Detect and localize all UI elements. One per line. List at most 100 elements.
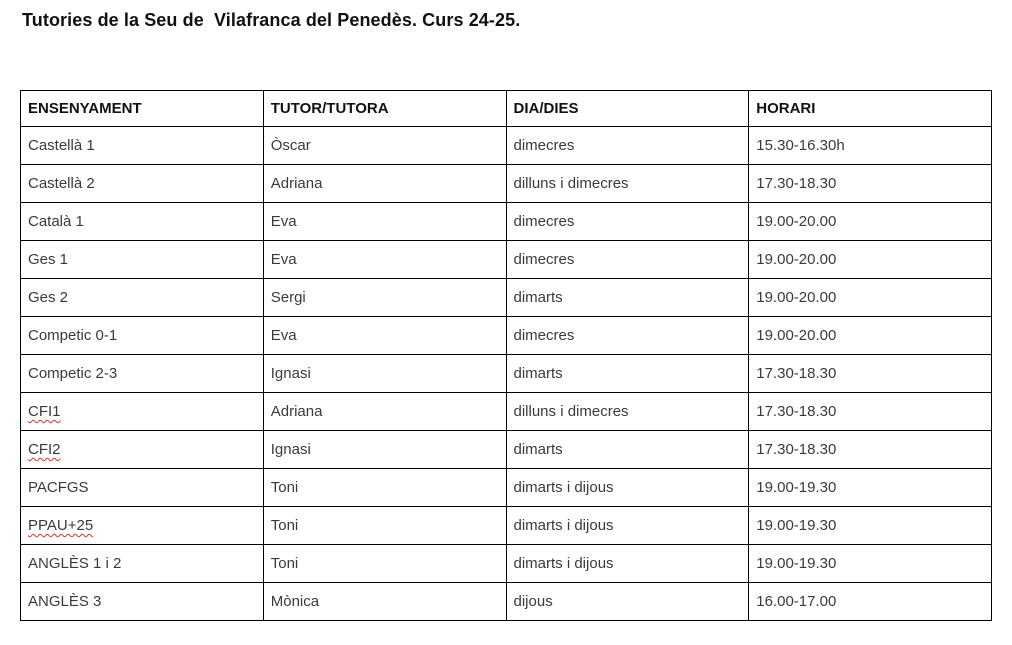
cell-tutor[interactable]: Eva xyxy=(262,316,507,355)
cell-dies[interactable]: dimecres xyxy=(505,126,750,165)
cell-horari[interactable]: 19.00-20.00 xyxy=(748,316,992,355)
cell-horari[interactable]: 19.00-20.00 xyxy=(748,278,992,317)
dies-value: dimarts xyxy=(513,365,563,382)
cell-tutor[interactable]: Eva xyxy=(262,240,507,279)
dies-value: dilluns i dimecres xyxy=(513,403,629,420)
cell-tutor[interactable]: Ignasi xyxy=(262,430,507,469)
tutor-value: Adriana xyxy=(270,403,323,420)
dies-value: dimarts xyxy=(513,441,563,458)
cell-horari[interactable]: 17.30-18.30 xyxy=(748,392,992,431)
horari-value: 16.00-17.00 xyxy=(756,593,837,610)
horari-value: 19.00-20.00 xyxy=(756,327,837,344)
cell-tutor[interactable]: Eva xyxy=(262,202,507,241)
cell-horari[interactable]: 19.00-19.30 xyxy=(748,468,992,507)
tutor-value: Ignasi xyxy=(270,441,311,458)
cell-tutor[interactable]: Adriana xyxy=(262,164,507,203)
dies-value: dimecres xyxy=(513,213,575,230)
cell-ensenyament[interactable]: Competic 2-3 xyxy=(20,354,264,393)
table-row: Competic 0-1 Eva dimecres 19.00-20.00 xyxy=(20,316,992,355)
cell-tutor[interactable]: Adriana xyxy=(262,392,507,431)
cell-dies[interactable]: dilluns i dimecres xyxy=(505,164,750,203)
column-header-tutor: TUTOR/TUTORA xyxy=(262,90,507,127)
tutor-value: Ignasi xyxy=(270,365,311,382)
cell-ensenyament[interactable]: PACFGS xyxy=(20,468,264,507)
cell-tutor[interactable]: Sergi xyxy=(262,278,507,317)
cell-dies[interactable]: dimarts xyxy=(505,430,750,469)
cell-ensenyament[interactable]: Castellà 1 xyxy=(20,126,264,165)
cell-ensenyament[interactable]: Català 1 xyxy=(20,202,264,241)
cell-horari[interactable]: 16.00-17.00 xyxy=(748,582,992,621)
ensenyament-value: CFI2 xyxy=(28,441,61,458)
dies-value: dimecres xyxy=(513,327,575,344)
cell-dies[interactable]: dimarts i dijous xyxy=(505,506,750,545)
cell-tutor[interactable]: Òscar xyxy=(262,126,507,165)
cell-ensenyament[interactable]: Ges 2 xyxy=(20,278,264,317)
ensenyament-value: Competic 0-1 xyxy=(28,327,118,344)
cell-horari[interactable]: 19.00-20.00 xyxy=(748,202,992,241)
cell-tutor[interactable]: Mònica xyxy=(262,582,507,621)
dies-value: dilluns i dimecres xyxy=(513,175,629,192)
dies-value: dimecres xyxy=(513,137,575,154)
table-body: Castellà 1 Òscar dimecres 15.30-16.30h C… xyxy=(20,126,992,621)
cell-dies[interactable]: dimarts i dijous xyxy=(505,468,750,507)
cell-dies[interactable]: dimarts i dijous xyxy=(505,544,750,583)
cell-tutor[interactable]: Toni xyxy=(262,468,507,507)
cell-horari[interactable]: 17.30-18.30 xyxy=(748,164,992,203)
cell-dies[interactable]: dimarts xyxy=(505,354,750,393)
column-header-horari: HORARI xyxy=(748,90,992,127)
table-row: Ges 2 Sergi dimarts 19.00-20.00 xyxy=(20,278,992,317)
cell-dies[interactable]: dimarts xyxy=(505,278,750,317)
cell-horari[interactable]: 15.30-16.30h xyxy=(748,126,992,165)
cell-horari[interactable]: 19.00-19.30 xyxy=(748,506,992,545)
ensenyament-value: PACFGS xyxy=(28,479,89,496)
dies-value: dimarts i dijous xyxy=(513,555,614,572)
table-row: Castellà 2 Adriana dilluns i dimecres 17… xyxy=(20,164,992,203)
cell-ensenyament[interactable]: Ges 1 xyxy=(20,240,264,279)
table-row: Ges 1 Eva dimecres 19.00-20.00 xyxy=(20,240,992,279)
column-header-dies: DIA/DIES xyxy=(505,90,750,127)
dies-value: dijous xyxy=(513,593,553,610)
cell-ensenyament[interactable]: ANGLÈS 1 i 2 xyxy=(20,544,264,583)
cell-ensenyament[interactable]: Castellà 2 xyxy=(20,164,264,203)
cell-ensenyament[interactable]: PPAU+25 xyxy=(20,506,264,545)
cell-tutor[interactable]: Toni xyxy=(262,506,507,545)
cell-horari[interactable]: 19.00-20.00 xyxy=(748,240,992,279)
dies-value: dimarts xyxy=(513,289,563,306)
ensenyament-value: Ges 1 xyxy=(28,251,69,268)
tutor-value: Òscar xyxy=(270,137,311,154)
dies-value: dimarts i dijous xyxy=(513,479,614,496)
cell-ensenyament[interactable]: CFI2 xyxy=(20,430,264,469)
ensenyament-value: Castellà 1 xyxy=(28,137,95,154)
ensenyament-value: Català 1 xyxy=(28,213,84,230)
table-row: CFI1 Adriana dilluns i dimecres 17.30-18… xyxy=(20,392,992,431)
cell-dies[interactable]: dilluns i dimecres xyxy=(505,392,750,431)
tutor-value: Eva xyxy=(270,327,297,344)
ensenyament-value: ANGLÈS 3 xyxy=(28,593,102,610)
table-row: Castellà 1 Òscar dimecres 15.30-16.30h xyxy=(20,126,992,165)
dies-value: dimecres xyxy=(513,251,575,268)
cell-tutor[interactable]: Ignasi xyxy=(262,354,507,393)
cell-dies[interactable]: dijous xyxy=(505,582,750,621)
cell-dies[interactable]: dimecres xyxy=(505,240,750,279)
cell-horari[interactable]: 17.30-18.30 xyxy=(748,354,992,393)
cell-ensenyament[interactable]: CFI1 xyxy=(20,392,264,431)
cell-tutor[interactable]: Toni xyxy=(262,544,507,583)
cell-horari[interactable]: 17.30-18.30 xyxy=(748,430,992,469)
cell-ensenyament[interactable]: ANGLÈS 3 xyxy=(20,582,264,621)
tutor-value: Sergi xyxy=(270,289,306,306)
ensenyament-value: Competic 2-3 xyxy=(28,365,118,382)
dies-value: dimarts i dijous xyxy=(513,517,614,534)
horari-value: 17.30-18.30 xyxy=(756,403,837,420)
cell-horari[interactable]: 19.00-19.30 xyxy=(748,544,992,583)
document-title[interactable]: Tutories de la Seu de Vilafranca del Pen… xyxy=(22,10,521,30)
cell-dies[interactable]: dimecres xyxy=(505,202,750,241)
tutoring-schedule-table: ENSENYAMENT TUTOR/TUTORA DIA/DIES HORARI… xyxy=(20,90,992,621)
ensenyament-value: CFI1 xyxy=(28,403,61,420)
ensenyament-value: PPAU+25 xyxy=(28,517,94,534)
horari-value: 17.30-18.30 xyxy=(756,365,837,382)
cell-ensenyament[interactable]: Competic 0-1 xyxy=(20,316,264,355)
table-header-row: ENSENYAMENT TUTOR/TUTORA DIA/DIES HORARI xyxy=(20,90,992,127)
table-row: PPAU+25 Toni dimarts i dijous 19.00-19.3… xyxy=(20,506,992,545)
cell-dies[interactable]: dimecres xyxy=(505,316,750,355)
